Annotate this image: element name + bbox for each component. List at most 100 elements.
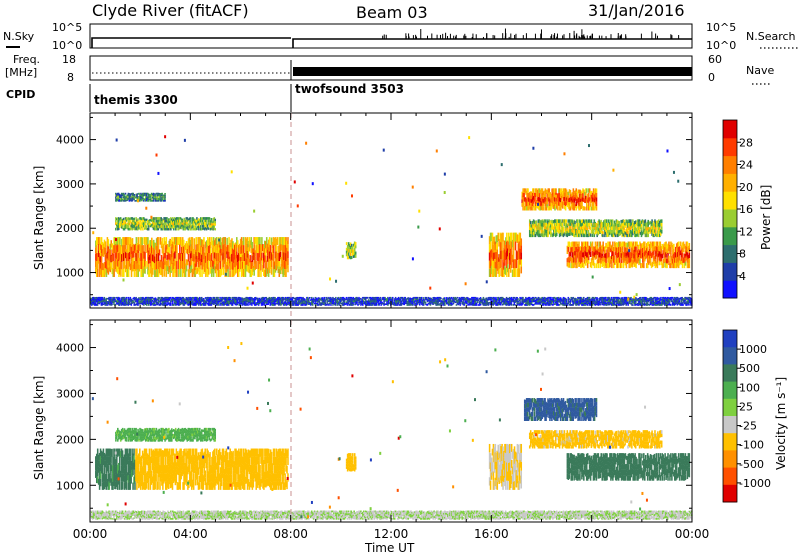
echo-cell xyxy=(492,252,495,261)
echo-cell xyxy=(149,247,151,255)
echo-cell xyxy=(248,297,250,299)
echo-cell xyxy=(401,299,404,302)
echo-cell xyxy=(170,296,172,299)
echo-cell xyxy=(160,254,163,262)
echo-cell xyxy=(592,224,595,228)
echo-cell xyxy=(204,224,207,227)
echo-cell xyxy=(530,227,533,231)
echo-cell xyxy=(215,253,218,262)
echo-cell xyxy=(117,219,119,223)
echo-cell xyxy=(215,237,218,246)
echo-cell xyxy=(198,237,200,245)
echo-cell xyxy=(538,226,541,230)
echo-cell xyxy=(175,303,178,306)
echo-cell xyxy=(159,226,162,229)
echo-cell xyxy=(131,219,134,223)
echo-cell xyxy=(136,302,138,304)
echo-cell xyxy=(142,196,144,198)
echo-cell xyxy=(408,304,410,306)
echo-cell xyxy=(96,261,99,269)
echo-cell xyxy=(569,219,571,223)
echo-cell xyxy=(432,300,435,302)
echo-cell xyxy=(173,299,176,301)
echo-cell xyxy=(101,302,104,304)
nave-label: Nave xyxy=(746,64,774,77)
echo-cell xyxy=(595,254,598,259)
echo-cell xyxy=(121,301,124,304)
echo-cell xyxy=(298,301,300,304)
echo-cell xyxy=(112,298,114,300)
echo-cell xyxy=(222,296,224,299)
echo-cell xyxy=(273,300,275,303)
echo-cell xyxy=(114,300,116,303)
echo-cell xyxy=(213,296,216,299)
echo-cell xyxy=(121,223,124,226)
echo-cell xyxy=(422,304,425,306)
echo-cell xyxy=(125,217,128,220)
echo-cell xyxy=(240,297,243,300)
echo-cell xyxy=(329,298,331,301)
echo-cell xyxy=(116,265,118,273)
echo-cell xyxy=(591,224,594,228)
echo-cell xyxy=(287,237,289,245)
echo-cell xyxy=(208,217,211,220)
echo-cell xyxy=(225,297,227,299)
echo-cell xyxy=(642,262,644,268)
echo-cell xyxy=(175,298,178,301)
echo-cell xyxy=(229,243,231,250)
echo-cell xyxy=(127,269,130,277)
echo-cell xyxy=(649,230,651,234)
echo-cell xyxy=(578,256,580,262)
echo-cell xyxy=(282,261,284,269)
echo-cell xyxy=(111,298,113,301)
echo-cell xyxy=(260,244,262,251)
echo-cell xyxy=(151,193,154,196)
echo-cell xyxy=(389,296,391,299)
echo-cell xyxy=(175,300,178,303)
echo-cell xyxy=(629,229,631,234)
echo-cell xyxy=(297,297,299,299)
echo-cell xyxy=(576,252,578,258)
echo-cell xyxy=(266,299,269,301)
echo-cell xyxy=(130,261,133,270)
echo-cell xyxy=(576,262,578,269)
echo-cell xyxy=(627,230,629,234)
echo-cell xyxy=(96,300,99,303)
echo-cell xyxy=(411,302,413,305)
echo-cell xyxy=(615,222,618,226)
echo-cell xyxy=(98,245,101,254)
echo-cell xyxy=(196,222,198,225)
echo-cell xyxy=(158,297,161,299)
echo-cell xyxy=(680,249,683,254)
echo-cell xyxy=(260,302,263,305)
echo-cell xyxy=(287,298,290,301)
echo-cell xyxy=(614,259,617,264)
echo-cell xyxy=(141,297,143,299)
echo-cell xyxy=(656,246,659,253)
echo-cell xyxy=(182,266,185,274)
echo-cell xyxy=(301,300,303,303)
echo-cell xyxy=(672,258,674,264)
echo-cell xyxy=(198,259,200,268)
echo-cell xyxy=(168,253,170,260)
echo-cell xyxy=(175,219,178,223)
echo-cell xyxy=(213,303,216,305)
echo-cell xyxy=(264,241,267,249)
echo-cell xyxy=(532,219,535,223)
echo-cell xyxy=(117,194,119,197)
echo-cell xyxy=(206,303,209,305)
echo-cell xyxy=(198,225,200,228)
echo-cell xyxy=(190,303,192,305)
echo-cell xyxy=(397,298,400,300)
echo-cell xyxy=(359,300,361,303)
echo-cell xyxy=(250,261,253,269)
echo-cell xyxy=(124,196,127,199)
echo-cell xyxy=(579,197,581,203)
echo-cell xyxy=(578,197,580,203)
echo-cell xyxy=(667,253,669,258)
echo-cell xyxy=(185,298,188,301)
echo-cell xyxy=(213,264,216,271)
echo-cell xyxy=(511,254,514,263)
echo-cell xyxy=(537,222,540,227)
echo-cell xyxy=(182,220,185,223)
